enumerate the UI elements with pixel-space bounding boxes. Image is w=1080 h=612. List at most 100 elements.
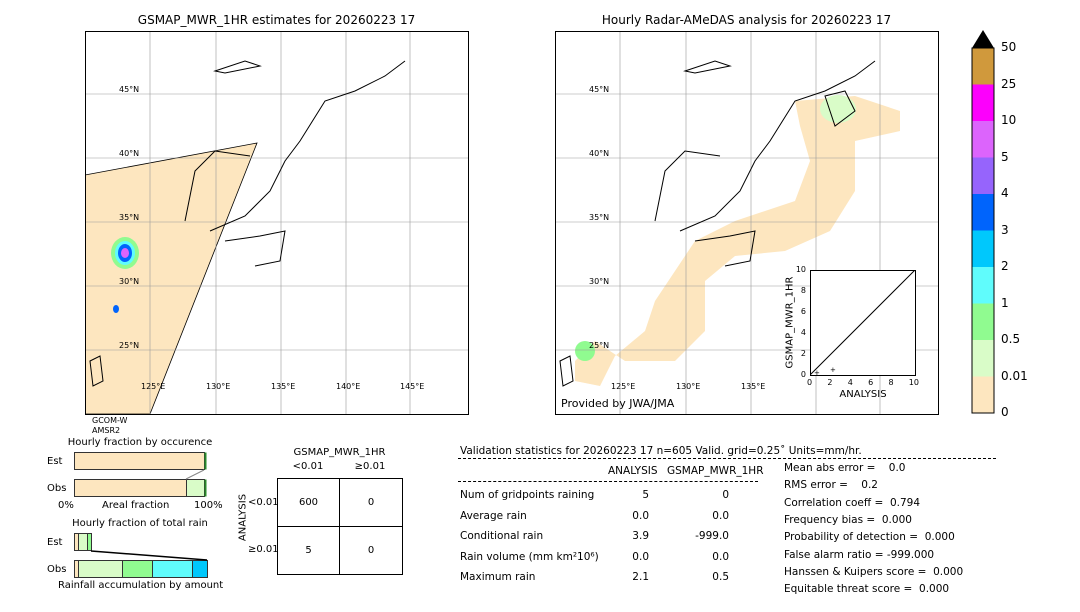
analysis-value: 0.0 [632,550,649,563]
est-bar-dry [74,452,205,470]
gsmap-value: 0 [722,489,729,501]
rain-area [575,341,595,361]
sensor-label: AMSR2 [92,426,121,435]
y-tick: 4 [800,328,806,337]
colorbar-label: 25 [1001,76,1017,91]
colorbar-segment [972,48,994,85]
obs-bar-light [186,479,205,497]
occurrence-xlabel: Areal fraction [102,500,170,511]
y-tick: 8 [800,286,806,295]
obs-label: Obs [47,564,67,575]
scatter-plot: + + [810,270,916,376]
colorbar-label: 2 [1001,259,1009,273]
colorbar-label: 0.5 [1001,332,1021,346]
lon-label: 140°E [336,382,361,391]
row-header: ≥0.01 [248,544,279,555]
lat-label: 25°N [119,341,140,350]
stat-label: Conditional rain [460,530,544,542]
lat-label: 45°N [589,85,610,94]
x1-label: 100% [194,500,223,511]
credit-label: Provided by JWA/JMA [561,397,675,410]
y-tick: 0 [800,370,806,379]
rain-area [113,305,119,313]
coastline [89,60,406,387]
colorbar-segment [972,267,994,304]
row-header: <0.01 [248,497,279,508]
colorbar-label: 10 [1001,113,1017,127]
colorbar-label: 3 [1001,222,1009,237]
colorbar-label: 50 [1001,40,1017,54]
sensor-label: GCOM-W [92,416,128,425]
colorbar-segment [972,194,994,231]
obs-bar-wet [204,479,207,497]
col-header: <0.01 [292,461,324,472]
lat-label: 35°N [589,213,610,222]
col-header: ≥0.01 [354,461,386,472]
map-frame [85,31,469,415]
colorbar-segment [972,121,994,158]
lon-label: 130°E [206,382,231,391]
obs-label: Obs [47,483,67,494]
lat-label: 40°N [119,149,140,158]
colorbar-label: 5 [1001,149,1009,164]
total-rain-xlabel: Rainfall accumulation by amount [58,580,224,591]
scatter-xlabel: ANALYSIS [839,389,887,400]
stat-label: Average rain [460,509,527,522]
gsmap-value: 0.5 [712,571,729,583]
right-map [555,31,939,415]
scatter-ylabel: GSMAP_MWR_1HR [784,276,796,369]
colorbar-segment [972,340,994,377]
stat-label: Rain volume (mm km²10⁶) [460,550,599,563]
colorbar-label: 1 [1001,295,1009,310]
colorbar-label: 4 [1001,186,1009,200]
obs-bar-dry [74,479,187,497]
scatter-point: + [830,366,836,374]
lat-label: 30°N [119,277,140,286]
left-map [85,31,469,415]
y-tick: 6 [800,307,806,316]
lon-label: 135°E [741,382,766,391]
cell: 0 [340,479,402,527]
stat-label: Num of gridpoints raining [460,489,595,501]
score-line: Frequency bias = 0.000 [784,513,912,526]
total-rain-title: Hourly fraction of total rain [72,518,208,529]
occurrence-bars [74,452,207,497]
contingency-title: GSMAP_MWR_1HR [293,447,386,458]
x-tick: 6 [868,378,874,387]
est-label: Est [47,537,63,548]
x-tick: 8 [888,378,894,387]
lat-label: 45°N [119,85,140,94]
x-tick: 10 [908,378,919,387]
row-axis-label: ANALYSIS [237,493,249,542]
gsmap-value: -999.0 [695,530,729,542]
score-line: Correlation coeff = 0.794 [784,496,920,509]
y-tick: 2 [800,349,806,358]
right-map-title: Hourly Radar-AMeDAS analysis for 2026022… [601,13,892,27]
colorbar-segment [972,303,994,340]
gsmap-value: 0.0 [712,509,729,522]
score-line: False alarm ratio = -999.000 [784,548,935,561]
scatter-point: + [814,369,820,376]
score-line: RMS error = 0.2 [784,479,878,492]
analysis-value: 3.9 [632,530,649,542]
lat-label: 25°N [589,341,610,350]
cell: 600 [278,479,340,527]
colorbar-label: 0 [1001,405,1009,419]
gridlines [85,31,469,415]
score-line: Probability of detection = 0.000 [784,531,955,544]
validation-header: Validation statistics for 20260223 17 n=… [460,445,862,457]
cell: 5 [278,527,340,574]
y-tick: 10 [795,265,806,274]
colorbar-segment [972,84,994,121]
colorbar-extend-arrow [972,30,994,48]
colorbar-label: 0.01 [1001,368,1028,383]
lon-label: 145°E [400,382,425,391]
colorbar-segment [972,157,994,194]
occurrence-title: Hourly fraction by occurence [67,437,213,448]
est-label: Est [47,456,63,467]
lon-label: 125°E [141,382,166,391]
lat-label: 30°N [589,277,610,286]
analysis-rain-area [575,96,900,386]
cell: 0 [367,545,375,556]
analysis-value: 0.0 [632,509,649,522]
